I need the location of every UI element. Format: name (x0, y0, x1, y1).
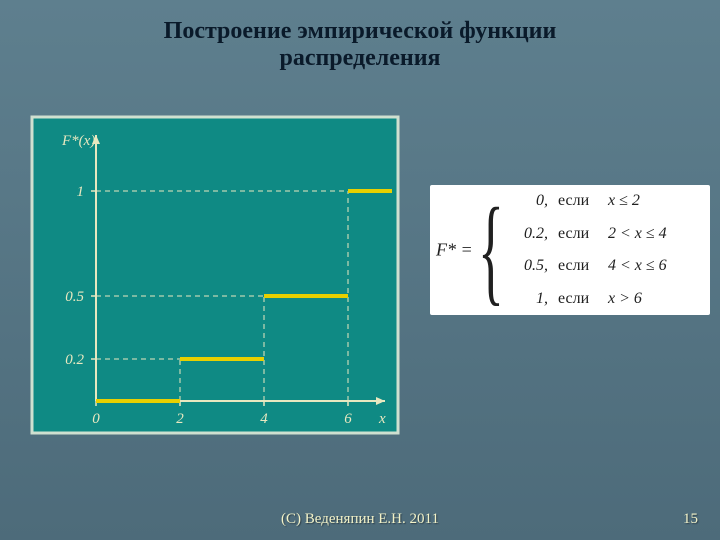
formula-row: 1, если x > 6 (508, 284, 704, 314)
formula-value: 0.2, (508, 219, 548, 249)
svg-text:F*(x): F*(x) (61, 133, 95, 149)
formula-equals: F* = (436, 240, 473, 261)
formula-value: 1, (508, 284, 548, 314)
formula-condition: 2 < x ≤ 4 (608, 219, 667, 249)
formula-if-word: если (558, 251, 589, 281)
formula-condition: x ≤ 2 (608, 186, 640, 216)
formula-row: 0, если x ≤ 2 (508, 186, 704, 216)
svg-text:6: 6 (344, 411, 352, 427)
formula-if-word: если (558, 186, 589, 216)
svg-text:0.5: 0.5 (65, 289, 84, 305)
svg-text:0.2: 0.2 (65, 352, 84, 368)
formula-condition: 4 < x ≤ 6 (608, 251, 667, 281)
svg-text:0: 0 (92, 411, 100, 427)
formula-if-word: если (558, 219, 589, 249)
formula-value: 0.5, (508, 251, 548, 281)
svg-text:2: 2 (176, 411, 184, 427)
svg-text:x: x (378, 411, 386, 427)
chart-svg: 0 2 4 6 0.2 0.5 1 F*(x) x (30, 115, 400, 435)
formula-block: F* ={0, если x ≤ 2 0.2, если 2 < x ≤ 4 0.5, есл… (430, 185, 710, 315)
slide-title: Построение эмпирической функции распреде… (0, 18, 720, 72)
formula-condition: x > 6 (608, 284, 642, 314)
svg-text:1: 1 (77, 184, 85, 200)
footer-copyright: (C) Веденяпин Е.Н. 2011 (0, 511, 720, 528)
formula-value: 0, (508, 186, 548, 216)
slide: Построение эмпирической функции распреде… (0, 0, 720, 540)
formula-row: 0.5, если 4 < x ≤ 6 (508, 251, 704, 281)
page-number: 15 (683, 511, 698, 528)
formula-row: 0.2, если 2 < x ≤ 4 (508, 219, 704, 249)
svg-text:4: 4 (260, 411, 268, 427)
formula-if-word: если (558, 284, 589, 314)
step-chart: 0 2 4 6 0.2 0.5 1 F*(x) x (30, 115, 400, 435)
brace-icon: { (478, 190, 504, 310)
